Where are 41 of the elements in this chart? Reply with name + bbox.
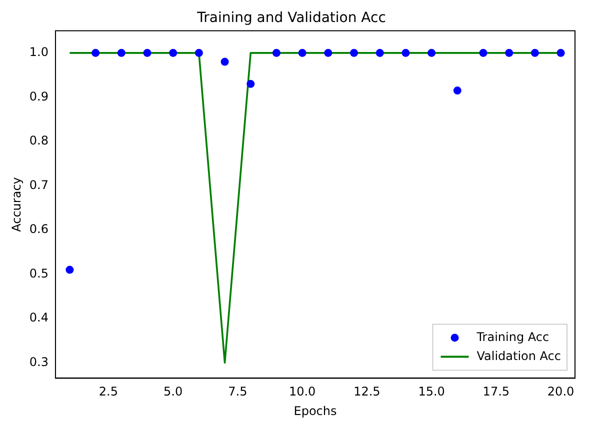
point bbox=[194, 48, 203, 57]
y-axis-title: Accuracy bbox=[9, 177, 24, 232]
x-tick-label: 2.5 bbox=[98, 384, 118, 399]
x-tick-label: 15.0 bbox=[418, 384, 445, 399]
point bbox=[530, 48, 539, 57]
point bbox=[169, 48, 178, 57]
x-tick-label: 17.5 bbox=[482, 384, 510, 399]
legend-label: Training Acc bbox=[476, 330, 550, 344]
y-tick-label: 0.7 bbox=[29, 178, 48, 192]
point bbox=[350, 48, 358, 57]
y-tick-label: 0.6 bbox=[29, 222, 48, 236]
x-tick-label: 7.5 bbox=[228, 384, 248, 399]
y-tick-label: 0.5 bbox=[29, 266, 48, 280]
y-tick-label: 0.3 bbox=[29, 354, 48, 369]
point bbox=[376, 48, 384, 57]
point bbox=[324, 48, 332, 57]
point bbox=[505, 48, 514, 57]
x-tick-label: 20.0 bbox=[547, 384, 574, 399]
point bbox=[220, 58, 229, 66]
point bbox=[117, 48, 126, 57]
point bbox=[246, 80, 255, 88]
point bbox=[143, 48, 152, 57]
point bbox=[272, 48, 280, 57]
point bbox=[298, 48, 306, 57]
chart-title: Training and Validation Acc bbox=[196, 10, 386, 26]
point bbox=[453, 86, 462, 95]
y-tick-label: 1.0 bbox=[29, 45, 48, 60]
x-tick-label: 10.0 bbox=[288, 384, 316, 399]
y-tick-label: 0.4 bbox=[29, 310, 48, 325]
point bbox=[66, 266, 74, 274]
y-tick-label: 0.8 bbox=[29, 134, 48, 148]
point bbox=[479, 48, 488, 57]
point bbox=[428, 48, 436, 57]
y-tick-label: 0.9 bbox=[29, 89, 48, 104]
point bbox=[556, 48, 565, 57]
x-axis-title: Epochs bbox=[294, 404, 337, 418]
x-tick-label: 5.0 bbox=[164, 384, 183, 399]
x-tick-label: 12.5 bbox=[354, 384, 380, 399]
legend-label: Validation Acc bbox=[476, 348, 561, 363]
point bbox=[92, 48, 100, 57]
point bbox=[402, 48, 410, 57]
